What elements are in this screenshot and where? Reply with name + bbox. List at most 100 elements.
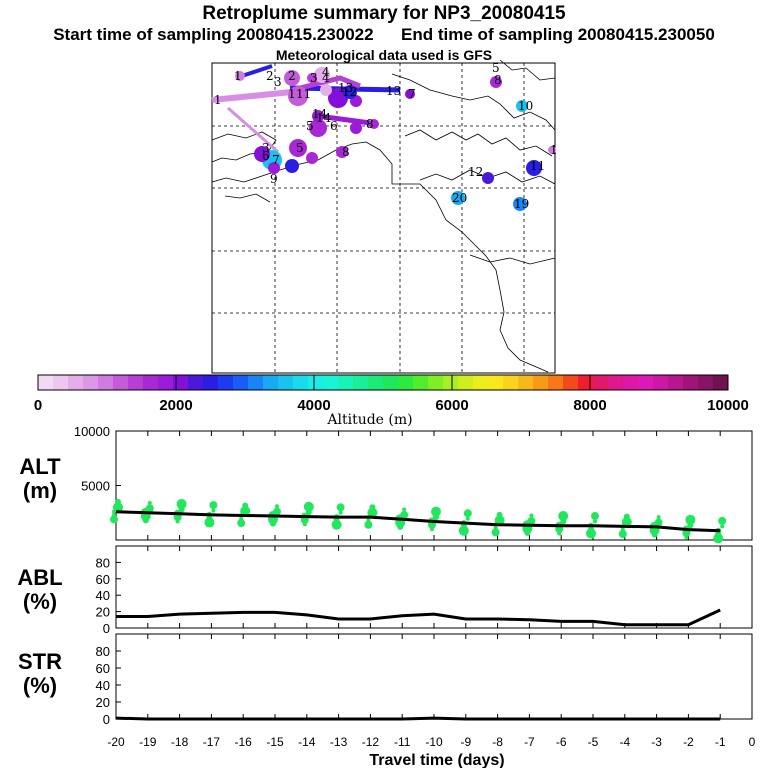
altitude-spread-point xyxy=(430,527,434,532)
colorbar-tick-label: 6000 xyxy=(435,397,468,414)
start-time-label: Start time of sampling xyxy=(53,25,232,44)
colorbar-swatch xyxy=(413,375,429,390)
colorbar-swatch xyxy=(653,375,669,390)
y-tick-label: 0 xyxy=(103,621,110,636)
y-tick-label: 80 xyxy=(96,644,110,659)
map-frame xyxy=(211,62,556,374)
colorbar-title: Altitude (m) xyxy=(326,412,412,428)
altitude-spread-point xyxy=(656,515,661,520)
altitude-spread-point xyxy=(112,509,116,514)
map-marker xyxy=(307,73,317,83)
map-point-label: 11 xyxy=(530,159,545,173)
x-tick-label: -15 xyxy=(266,735,284,749)
colorbar-swatch xyxy=(563,375,579,390)
y-tick-label: 80 xyxy=(96,555,110,570)
colorbar-swatch xyxy=(143,375,159,390)
altitude-spread-point xyxy=(593,519,597,524)
map-point-label: 13 xyxy=(386,84,401,98)
altitude-spread-point xyxy=(684,535,689,540)
y-tick-label: 5000 xyxy=(81,479,110,494)
start-time-value: 20080415.230022 xyxy=(236,25,374,44)
map-marker xyxy=(405,89,415,99)
colorbar-tick-label: 8000 xyxy=(573,397,606,414)
x-tick-label: -4 xyxy=(619,735,630,749)
map-point-label: 8 xyxy=(366,117,374,131)
colorbar-swatch xyxy=(593,375,609,390)
altitude-spread-point xyxy=(618,530,627,539)
colorbar-swatch xyxy=(368,375,384,390)
map-marker xyxy=(288,86,308,106)
altitude-spread-point xyxy=(175,519,180,524)
colorbar-tick-label: 4000 xyxy=(297,397,330,414)
colorbar-swatch xyxy=(53,375,69,390)
colorbar-swatch xyxy=(503,375,519,390)
x-tick-label: -5 xyxy=(588,735,599,749)
colorbar-swatch xyxy=(203,375,219,390)
map-point-label: 4 xyxy=(322,65,330,79)
colorbar-swatch xyxy=(383,375,399,390)
x-tick-label: 0 xyxy=(749,735,756,749)
colorbar-swatch xyxy=(98,375,114,390)
x-tick-label: -17 xyxy=(203,735,221,749)
end-time-value: 20080415.230050 xyxy=(577,25,715,44)
altitude-spread-point xyxy=(369,504,376,511)
colorbar-swatch xyxy=(338,375,354,390)
colorbar-swatch xyxy=(428,375,444,390)
map-point-label: 11 xyxy=(296,87,311,101)
altitude-spread-point xyxy=(331,519,342,530)
altitude-spread-point xyxy=(367,507,378,518)
colorbar-swatch xyxy=(638,375,654,390)
altitude-spread-point xyxy=(237,519,246,528)
colorbar-swatch xyxy=(353,375,369,390)
map-point-label: 12 xyxy=(342,85,357,99)
y-tick-label: 40 xyxy=(96,588,110,603)
series-line-str xyxy=(115,716,721,721)
map-point-label: 2 xyxy=(266,69,274,83)
map-point-label: 1 xyxy=(550,143,558,157)
colorbar-swatch xyxy=(488,375,504,390)
x-tick-label: -10 xyxy=(425,735,443,749)
colorbar-swatch xyxy=(263,375,279,390)
series-line-abl xyxy=(116,608,721,627)
colorbar-swatch xyxy=(578,375,594,390)
altitude-spread-point xyxy=(458,525,469,536)
trajectory-line xyxy=(227,106,279,154)
map-point-label: 5 xyxy=(306,119,314,133)
abl-title: ABL xyxy=(17,565,63,590)
altitude-spread-point xyxy=(463,509,472,518)
map-point-label: 10 xyxy=(518,99,533,113)
x-tick-label: -11 xyxy=(394,735,411,749)
altitude-spread-point xyxy=(338,510,343,515)
x-tick-label: -7 xyxy=(524,735,535,749)
altitude-spread-point xyxy=(713,533,724,544)
x-tick-label: -13 xyxy=(330,735,348,749)
map-marker xyxy=(284,70,300,86)
map-marker xyxy=(312,110,324,122)
y-tick-label: 20 xyxy=(96,605,110,620)
map-marker xyxy=(343,85,357,99)
coastline xyxy=(391,73,556,131)
trajectory-line xyxy=(299,75,361,91)
colorbar-tick-label: 0 xyxy=(34,397,42,414)
colorbar-swatch xyxy=(68,375,84,390)
map-marker xyxy=(513,197,527,211)
map-point-label: 6 xyxy=(262,149,270,163)
x-tick-label: -16 xyxy=(235,735,253,749)
altitude-spread-point xyxy=(147,500,152,505)
altitude-spread-point xyxy=(302,522,307,527)
x-tick-label: -18 xyxy=(171,735,189,749)
abl-unit: (%) xyxy=(22,589,58,614)
altitude-spread-point xyxy=(685,514,696,525)
panel-frame-abl xyxy=(115,545,753,629)
map-point-label: 2 xyxy=(288,69,296,83)
y-tick-label: 0 xyxy=(103,712,110,727)
colorbar-swatch xyxy=(623,375,639,390)
altitude-spread-point xyxy=(529,513,534,518)
colorbar-swatch xyxy=(683,375,699,390)
coastline xyxy=(469,254,556,265)
map-marker xyxy=(482,172,494,184)
colorbar-swatch xyxy=(533,375,549,390)
colorbar-swatch xyxy=(248,375,264,390)
map-marker xyxy=(369,119,379,129)
